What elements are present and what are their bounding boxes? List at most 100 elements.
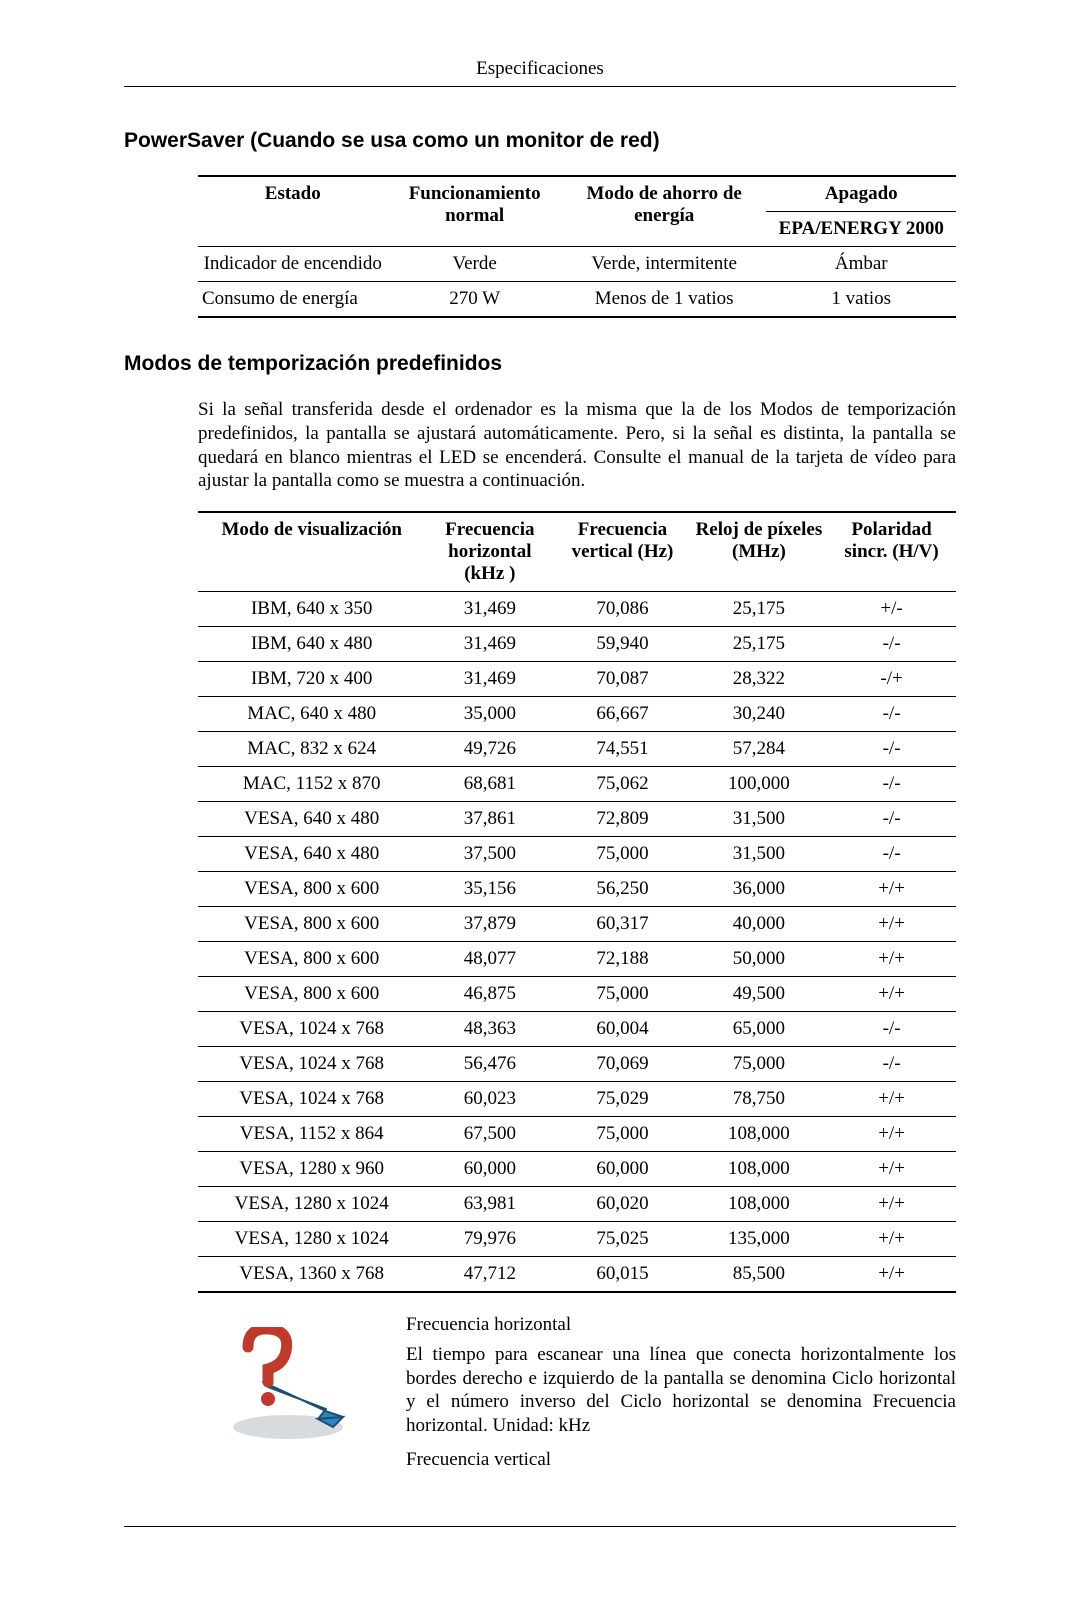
- table-cell: 25,175: [691, 627, 827, 662]
- table-cell: 270 W: [388, 282, 562, 318]
- table-cell: IBM, 720 x 400: [198, 662, 425, 697]
- t2-col3: Reloj de píxeles (MHz): [691, 512, 827, 592]
- table-cell: 36,000: [691, 872, 827, 907]
- table-cell: MAC, 832 x 624: [198, 732, 425, 767]
- table-cell: -/-: [827, 767, 956, 802]
- table-cell: 70,086: [554, 592, 690, 627]
- table-cell: 1 vatios: [766, 282, 956, 318]
- table-cell: 48,363: [425, 1012, 554, 1047]
- table-cell: +/+: [827, 942, 956, 977]
- table-cell: 49,726: [425, 732, 554, 767]
- table-cell: 85,500: [691, 1257, 827, 1293]
- table-cell: VESA, 800 x 600: [198, 872, 425, 907]
- table-cell: VESA, 800 x 600: [198, 907, 425, 942]
- table-cell: +/+: [827, 1082, 956, 1117]
- table-cell: 35,000: [425, 697, 554, 732]
- table-cell: IBM, 640 x 350: [198, 592, 425, 627]
- table-cell: 72,809: [554, 802, 690, 837]
- page-header: Especificaciones: [124, 58, 956, 87]
- table-cell: +/-: [827, 592, 956, 627]
- table-cell: 75,000: [691, 1047, 827, 1082]
- table-cell: -/-: [827, 1012, 956, 1047]
- table-cell: Verde: [388, 247, 562, 282]
- table-cell: IBM, 640 x 480: [198, 627, 425, 662]
- table-cell: -/-: [827, 1047, 956, 1082]
- table-cell: VESA, 800 x 600: [198, 942, 425, 977]
- table-cell: +/+: [827, 1187, 956, 1222]
- help-icon: [198, 1313, 378, 1452]
- table-cell: 48,077: [425, 942, 554, 977]
- table-cell: +/+: [827, 1222, 956, 1257]
- table-cell: 37,861: [425, 802, 554, 837]
- table-cell: 70,087: [554, 662, 690, 697]
- table-cell: 75,062: [554, 767, 690, 802]
- table-cell: VESA, 1024 x 768: [198, 1082, 425, 1117]
- table-cell: 100,000: [691, 767, 827, 802]
- table-cell: 65,000: [691, 1012, 827, 1047]
- table-cell: VESA, 640 x 480: [198, 802, 425, 837]
- table-cell: 37,879: [425, 907, 554, 942]
- table-cell: 108,000: [691, 1152, 827, 1187]
- table-cell: 46,875: [425, 977, 554, 1012]
- table-cell: 60,004: [554, 1012, 690, 1047]
- table-cell: 59,940: [554, 627, 690, 662]
- table-cell: 25,175: [691, 592, 827, 627]
- table-cell: 67,500: [425, 1117, 554, 1152]
- table-cell: 108,000: [691, 1187, 827, 1222]
- table-cell: 35,156: [425, 872, 554, 907]
- table-cell: 31,469: [425, 662, 554, 697]
- table-cell: -/-: [827, 732, 956, 767]
- t2-col1: Frecuencia horizontal (kHz ): [425, 512, 554, 592]
- col-ahorro: Modo de ahorro de energía: [562, 176, 767, 247]
- table-cell: Verde, intermitente: [562, 247, 767, 282]
- table-cell: 72,188: [554, 942, 690, 977]
- col-epa: EPA/ENERGY 2000: [766, 212, 956, 247]
- table-cell: 31,500: [691, 837, 827, 872]
- table-cell: 70,069: [554, 1047, 690, 1082]
- table-cell: 30,240: [691, 697, 827, 732]
- table-cell: 78,750: [691, 1082, 827, 1117]
- note-title-1: Frecuencia horizontal: [406, 1313, 956, 1337]
- table-cell: -/-: [827, 837, 956, 872]
- table-cell: 68,681: [425, 767, 554, 802]
- table-cell: Consumo de energía: [198, 282, 388, 318]
- table-cell: -/-: [827, 802, 956, 837]
- table-cell: 75,000: [554, 977, 690, 1012]
- table-cell: -/-: [827, 627, 956, 662]
- footer-rule: [124, 1526, 956, 1527]
- table-cell: 75,000: [554, 1117, 690, 1152]
- table-cell: 60,000: [554, 1152, 690, 1187]
- table-cell: +/+: [827, 872, 956, 907]
- table-cell: 40,000: [691, 907, 827, 942]
- table-cell: 31,500: [691, 802, 827, 837]
- table-cell: VESA, 640 x 480: [198, 837, 425, 872]
- section2-heading: Modos de temporización predefinidos: [124, 352, 956, 376]
- table-cell: 49,500: [691, 977, 827, 1012]
- table-cell: 60,023: [425, 1082, 554, 1117]
- table-cell: 31,469: [425, 592, 554, 627]
- table-cell: 50,000: [691, 942, 827, 977]
- t2-col0: Modo de visualización: [198, 512, 425, 592]
- table-cell: VESA, 1280 x 1024: [198, 1222, 425, 1257]
- table-cell: -/-: [827, 697, 956, 732]
- table-cell: 56,476: [425, 1047, 554, 1082]
- table-cell: 47,712: [425, 1257, 554, 1293]
- note-body-1: El tiempo para escanear una línea que co…: [406, 1343, 956, 1438]
- table-cell: 37,500: [425, 837, 554, 872]
- table-cell: 60,020: [554, 1187, 690, 1222]
- section1-heading: PowerSaver (Cuando se usa como un monito…: [124, 129, 956, 153]
- table-cell: 63,981: [425, 1187, 554, 1222]
- t2-col4: Polaridad sincr. (H/V): [827, 512, 956, 592]
- table-cell: 60,015: [554, 1257, 690, 1293]
- table-cell: 108,000: [691, 1117, 827, 1152]
- table-cell: MAC, 1152 x 870: [198, 767, 425, 802]
- col-apagado: Apagado: [766, 176, 956, 212]
- table-cell: VESA, 1152 x 864: [198, 1117, 425, 1152]
- table-cell: 135,000: [691, 1222, 827, 1257]
- table-cell: 74,551: [554, 732, 690, 767]
- table-cell: 79,976: [425, 1222, 554, 1257]
- table-cell: +/+: [827, 1152, 956, 1187]
- table-cell: 66,667: [554, 697, 690, 732]
- table-cell: +/+: [827, 1257, 956, 1293]
- table-cell: 75,000: [554, 837, 690, 872]
